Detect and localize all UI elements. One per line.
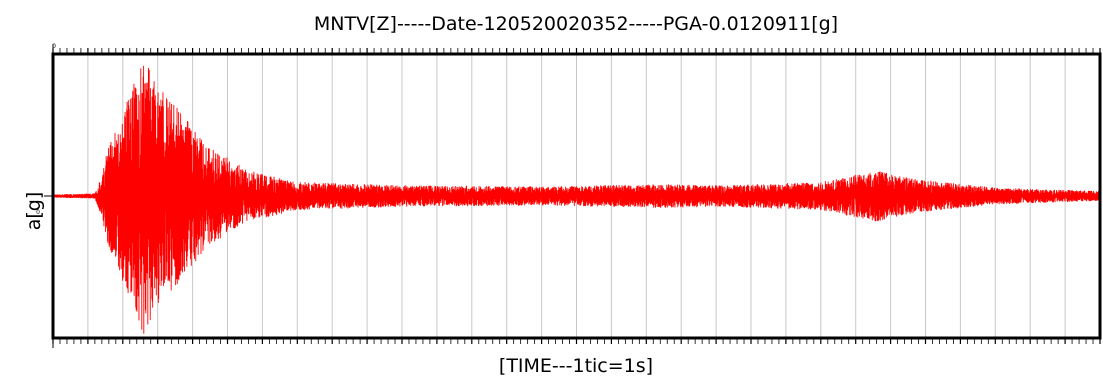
trace-layer (52, 65, 1101, 334)
y-tick-label-top: 0 (52, 43, 56, 50)
y-tick-label-zero: 0 (36, 209, 40, 216)
plot-frame (51, 52, 1102, 340)
x-axis-label: [TIME---1tic=1s] (499, 355, 653, 377)
tick-marks (44, 44, 1101, 348)
y-axis-label: a[g] (23, 192, 45, 231)
acceleration-trace (52, 65, 1101, 334)
chart-title: MNTV[Z]-----Date-120520020352-----PGA-0.… (314, 13, 838, 35)
